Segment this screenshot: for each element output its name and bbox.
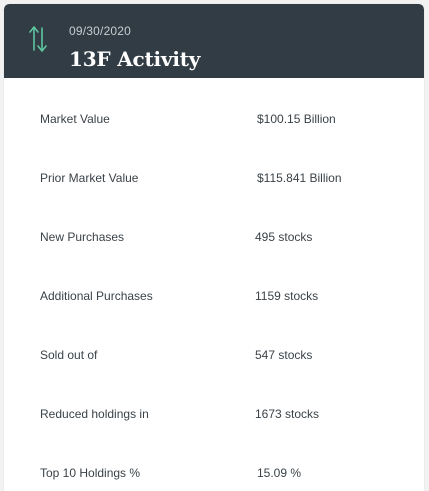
- row-label: Market Value: [40, 112, 110, 126]
- row-label: Reduced holdings in: [40, 407, 149, 421]
- row-value: 1159 stocks: [255, 289, 319, 303]
- row-market-value: Market Value $100.15 Billion: [4, 112, 424, 132]
- row-top-10-holdings: Top 10 Holdings % 15.09 %: [4, 466, 424, 486]
- report-date: 09/30/2020: [69, 24, 132, 38]
- activity-card: 09/30/2020 13F Activity Market Value $10…: [4, 4, 424, 491]
- row-label: New Purchases: [40, 230, 125, 244]
- row-label: Additional Purchases: [40, 289, 153, 303]
- card-title: 13F Activity: [69, 47, 201, 71]
- row-label: Top 10 Holdings %: [40, 466, 141, 480]
- row-new-purchases: New Purchases 495 stocks: [4, 230, 424, 250]
- row-reduced-holdings: Reduced holdings in 1673 stocks: [4, 407, 424, 427]
- row-label: Sold out of: [40, 348, 98, 362]
- row-value: 547 stocks: [255, 348, 313, 362]
- row-prior-market-value: Prior Market Value $115.841 Billion: [4, 171, 424, 191]
- up-down-arrows-icon: [29, 26, 47, 52]
- row-additional-purchases: Additional Purchases 1159 stocks: [4, 289, 424, 309]
- row-label: Prior Market Value: [40, 171, 139, 185]
- row-value: 15.09 %: [257, 466, 302, 480]
- row-value: $115.841 Billion: [257, 171, 342, 185]
- row-value: 1673 stocks: [255, 407, 320, 421]
- card-header: 09/30/2020 13F Activity: [4, 4, 424, 78]
- row-value: $100.15 Billion: [257, 112, 336, 126]
- row-value: 495 stocks: [255, 230, 313, 244]
- row-sold-out-of: Sold out of 547 stocks: [4, 348, 424, 368]
